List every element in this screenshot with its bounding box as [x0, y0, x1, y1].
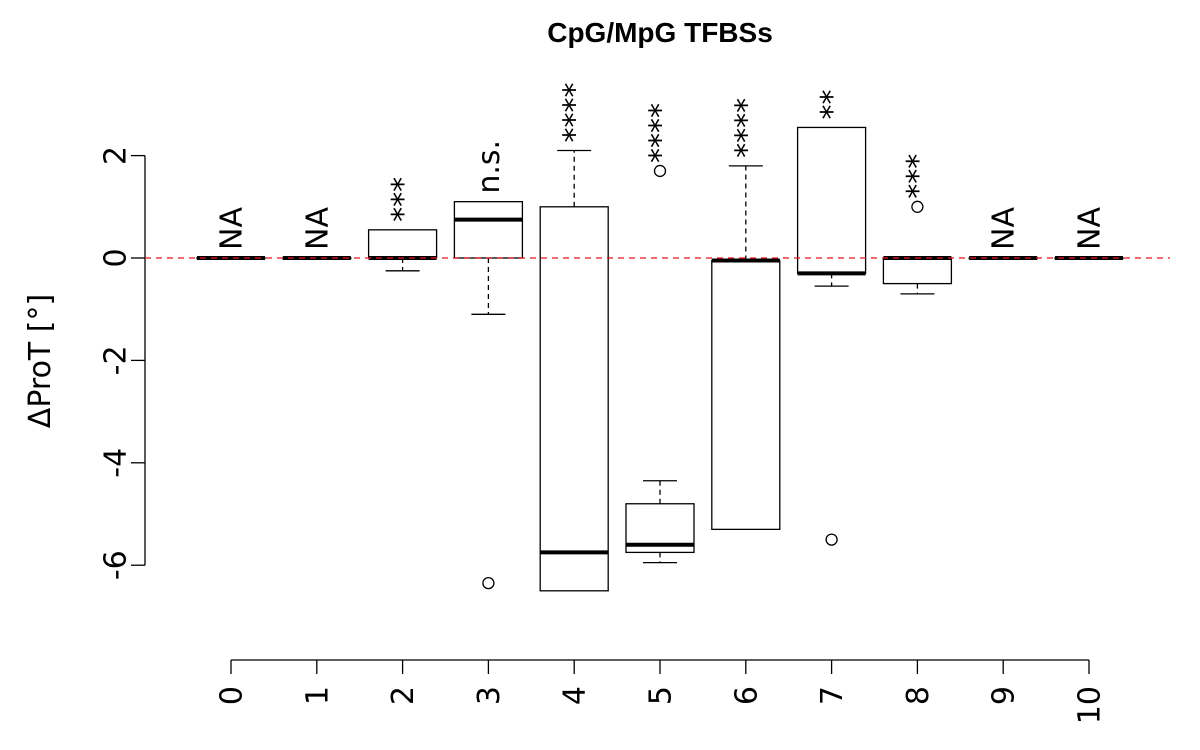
y-tick-label: -6 [99, 550, 134, 580]
box-body [796, 126, 867, 275]
y-axis: 2 0 -2 -4 -6 [99, 146, 146, 580]
box-body [453, 201, 524, 259]
significance-label: NA [987, 207, 1022, 250]
x-tick-label: 8 [901, 686, 936, 705]
significance-label: **** [558, 82, 593, 142]
significance-label: NA [300, 207, 335, 250]
y-tick-label: -2 [99, 345, 134, 375]
y-tick-label: 2 [99, 146, 134, 165]
outlier-point [653, 164, 667, 178]
significance-label: **** [729, 98, 764, 158]
box-5: **** [625, 103, 695, 564]
box-10: NA [1054, 207, 1124, 260]
outlier-point [482, 576, 495, 590]
box-body [367, 229, 438, 259]
box-1: NA [282, 207, 352, 260]
chart-title: CpG/MpG TFBSs [547, 17, 773, 48]
box-body [882, 257, 953, 285]
box-body [539, 206, 609, 592]
box-3: n.s. [453, 140, 524, 590]
x-tick-label: 2 [386, 686, 421, 705]
box-0: NA [196, 207, 266, 260]
outlier-point [911, 200, 924, 213]
box-6: **** [711, 98, 781, 531]
significance-label: ** [815, 89, 850, 119]
x-tick-label: 9 [987, 686, 1022, 705]
significance-label: *** [386, 177, 421, 222]
box-body [625, 503, 695, 554]
x-tick-label: 7 [815, 686, 850, 705]
outlier-point [825, 533, 838, 546]
significance-label: NA [215, 207, 250, 250]
x-axis: 0 1 2 3 4 5 6 7 8 9 10 [215, 659, 1108, 724]
box-8: *** [882, 154, 953, 295]
significance-label: NA [1073, 207, 1108, 250]
y-tick-label: 0 [99, 248, 134, 267]
x-tick-label: 5 [644, 686, 679, 705]
y-tick-label: -4 [99, 448, 134, 478]
box-7: ** [796, 89, 867, 546]
x-tick-label: 3 [472, 686, 507, 705]
box-4: **** [539, 82, 609, 592]
x-tick-label: 1 [300, 686, 335, 705]
y-axis-label: ΔProT [°] [23, 294, 58, 428]
box-2: *** [367, 177, 438, 272]
box-9: NA [968, 207, 1038, 260]
x-tick-label: 0 [215, 686, 250, 705]
box-body [711, 259, 781, 531]
x-tick-label: 10 [1073, 686, 1108, 724]
x-tick-label: 4 [558, 686, 593, 705]
significance-label: **** [644, 103, 679, 163]
significance-label: n.s. [472, 140, 507, 194]
boxplot-series: NA NA***n.s.**** **** **** *****NA NA [196, 82, 1124, 592]
significance-label: *** [901, 154, 936, 199]
x-tick-label: 6 [729, 686, 764, 705]
